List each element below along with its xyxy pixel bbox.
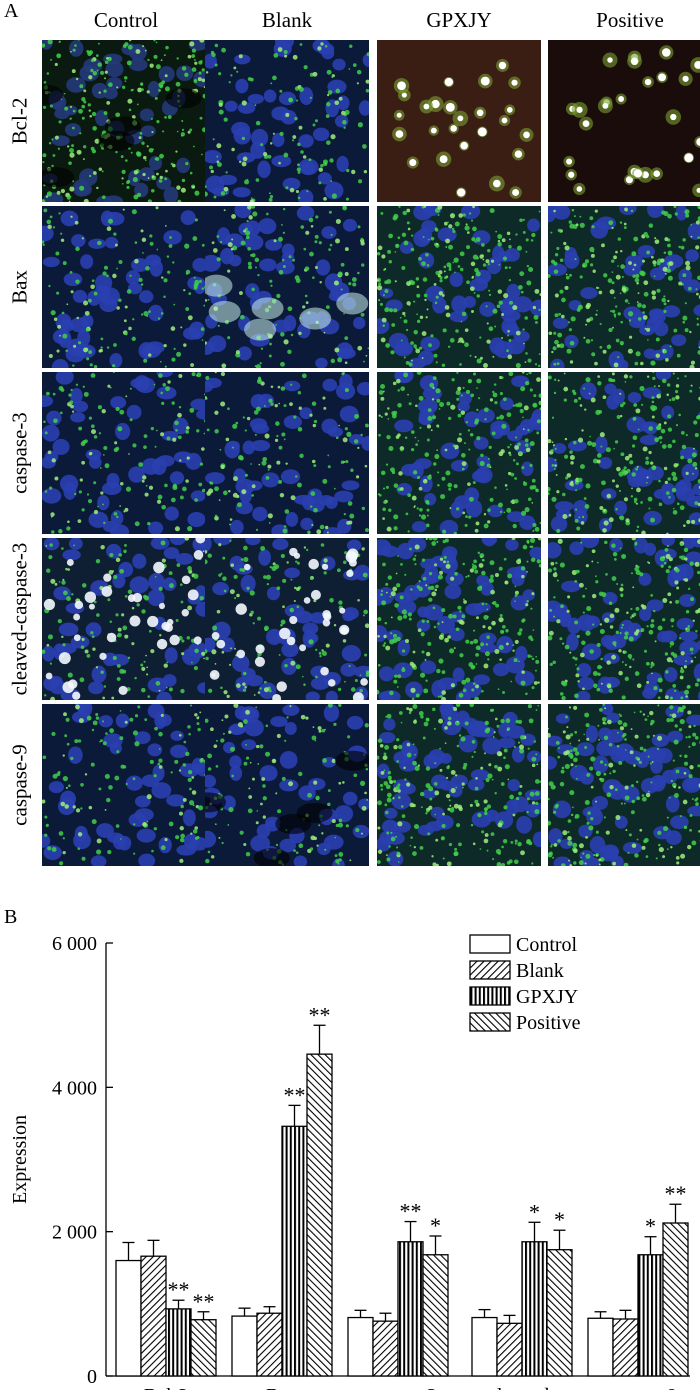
legend-label-blank: Blank <box>516 960 564 982</box>
bar-blank-caspase-9 <box>612 1318 639 1377</box>
bar-blank-caspase-3 <box>372 1320 399 1377</box>
micrograph-bax-positive <box>548 206 700 368</box>
significance-mark: * <box>645 1214 656 1239</box>
micrograph-bcl-2-blank <box>205 40 369 202</box>
micrograph-caspase-9-gpxjy <box>377 704 541 866</box>
bar-control-bax <box>231 1315 258 1377</box>
bar-control-cleaved-caspase-3 <box>471 1316 498 1377</box>
bar-positive-caspase-3 <box>422 1254 449 1377</box>
bar-positive-bax <box>306 1053 333 1377</box>
column-header-blank: Blank <box>261 8 313 32</box>
significance-mark: * <box>430 1213 441 1238</box>
micrograph-bcl-2-gpxjy <box>377 40 541 202</box>
y-tick-label: 6 000 <box>52 933 97 955</box>
legend-swatch-gpxjy <box>469 986 511 1006</box>
bar-gpxjy-cleaved-caspase-3 <box>521 1241 548 1377</box>
y-tick-label: 2 000 <box>52 1222 97 1244</box>
significance-mark: ** <box>400 1199 422 1224</box>
legend-label-positive: Positive <box>516 1012 581 1034</box>
column-header-gpxjy: GPXJY <box>426 8 492 32</box>
micrograph-caspase-3-blank <box>205 372 369 534</box>
bar-blank-cleaved-caspase-3 <box>496 1322 523 1377</box>
y-tick-label: 0 <box>87 1366 97 1388</box>
micrograph-caspase-3-positive <box>548 372 700 534</box>
micrograph-cleaved-caspase-3-control <box>42 538 206 700</box>
x-category-label: caspase-9 <box>599 1385 677 1390</box>
micrograph-bax-control <box>42 206 206 368</box>
bar-blank-bax <box>256 1312 283 1377</box>
panel-a-immunofluorescence: A Control Blank GPXJY Positive Bcl-2 Bax… <box>4 0 700 866</box>
significance-mark: * <box>529 1199 540 1224</box>
significance-mark: ** <box>309 1002 331 1027</box>
panel-b-label: B <box>4 906 18 928</box>
bar-chart-expression: 0 2 000 4 000 6 000 Expression Bcl-2 Bax caspas… <box>9 933 690 1390</box>
bar-gpxjy-bax <box>281 1125 308 1377</box>
micrograph-bcl-2-positive <box>548 40 700 202</box>
legend-swatch-control <box>469 934 511 954</box>
legend-label-gpxjy: GPXJY <box>516 986 578 1008</box>
micrograph-bax-gpxjy <box>377 206 541 368</box>
y-axis-label: Expression <box>9 1115 31 1204</box>
bar-blank-bcl-2 <box>140 1255 167 1377</box>
legend-swatch-blank <box>469 960 511 980</box>
y-tick-label: 4 000 <box>52 1077 97 1099</box>
legend-label-control: Control <box>516 934 578 956</box>
micrograph-cleaved-caspase-3-blank <box>205 538 369 700</box>
bar-gpxjy-caspase-9 <box>637 1254 664 1377</box>
micrograph-bcl-2-control <box>42 40 206 202</box>
bar-control-caspase-9 <box>587 1317 614 1377</box>
significance-mark: ** <box>665 1181 687 1206</box>
micrograph-caspase-3-control <box>42 372 206 534</box>
x-category-label: Bax <box>266 1385 298 1390</box>
bar-positive-cleaved-caspase-3 <box>546 1249 573 1377</box>
bar-control-bcl-2 <box>115 1259 142 1377</box>
legend-swatch-positive <box>469 1012 511 1032</box>
micrograph-caspase-3-gpxjy <box>377 372 541 534</box>
bar-control-caspase-3 <box>347 1316 374 1377</box>
x-category-label: cleaved- <box>488 1385 556 1390</box>
column-header-control: Control <box>93 8 159 32</box>
panel-a-label: A <box>4 0 19 22</box>
x-category-label: Bcl-2 <box>144 1385 188 1390</box>
micrograph-cleaved-caspase-3-gpxjy <box>377 538 541 700</box>
bar-positive-caspase-9 <box>662 1222 689 1377</box>
micrograph-bax-blank <box>205 206 369 368</box>
bar-positive-bcl-2 <box>190 1319 217 1377</box>
x-category-label: caspase-3 <box>359 1385 437 1390</box>
micrograph-caspase-9-blank <box>205 704 369 866</box>
micrograph-cleaved-caspase-3-positive <box>548 538 700 700</box>
micrograph-caspase-9-control <box>42 704 206 866</box>
significance-mark: ** <box>284 1082 306 1107</box>
micrograph-caspase-9-positive <box>548 704 700 866</box>
significance-mark: ** <box>193 1289 215 1314</box>
column-header-positive: Positive <box>596 8 664 32</box>
significance-mark: ** <box>168 1277 190 1302</box>
bar-gpxjy-bcl-2 <box>165 1308 192 1377</box>
bar-gpxjy-caspase-3 <box>397 1241 424 1377</box>
significance-mark: * <box>554 1207 565 1232</box>
